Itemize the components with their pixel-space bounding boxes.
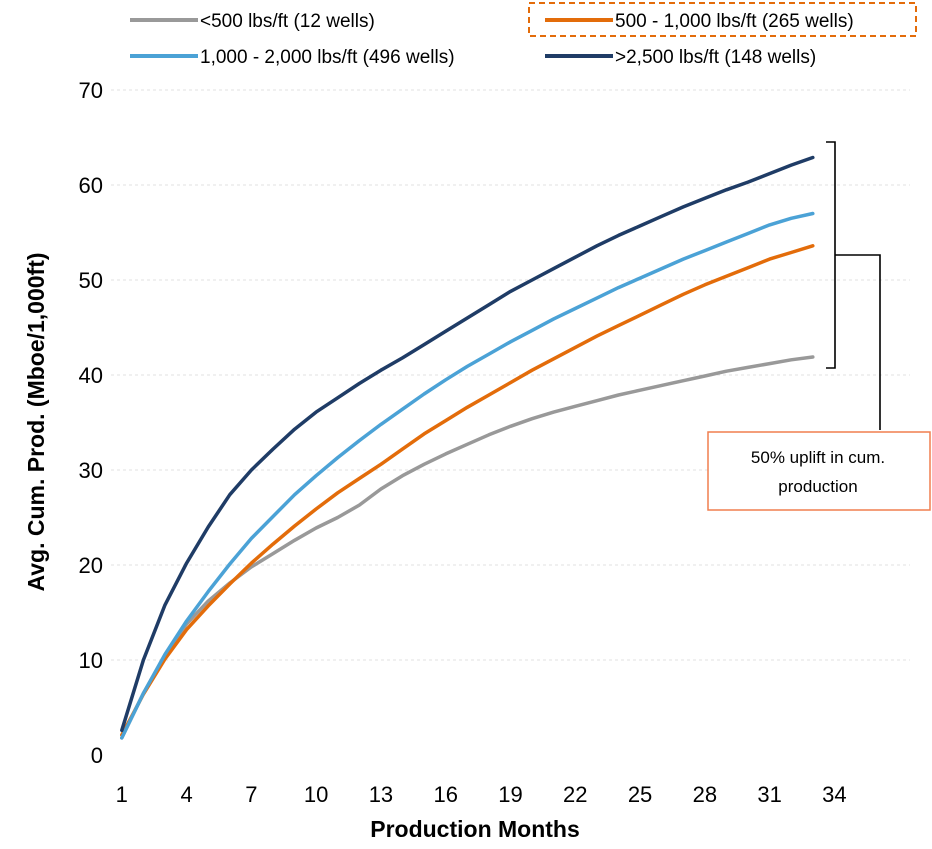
x-tick-label: 13 <box>369 782 393 807</box>
annotation-line-2: production <box>778 477 857 496</box>
uplift-bracket <box>826 141 881 430</box>
x-axis-title: Production Months <box>370 816 580 842</box>
y-axis-ticks: 0 10 20 30 40 50 60 70 <box>79 78 103 768</box>
legend-label: 1,000 - 2,000 lbs/ft (496 wells) <box>200 47 455 68</box>
y-tick-label: 30 <box>79 458 103 483</box>
legend-item-3: 1,000 - 2,000 lbs/ft (496 wells) <box>130 47 455 68</box>
x-tick-label: 19 <box>498 782 522 807</box>
series-line-1 <box>120 355 815 740</box>
series-lines <box>120 155 815 740</box>
x-axis-ticks: 1 4 7 10 13 16 19 22 25 28 31 34 <box>116 782 847 807</box>
legend-item-2: 500 - 1,000 lbs/ft (265 wells) <box>528 2 917 37</box>
legend-item-4: >2,500 lbs/ft (148 wells) <box>545 47 816 68</box>
y-tick-label: 40 <box>79 363 103 388</box>
x-tick-label: 16 <box>433 782 457 807</box>
x-tick-label: 34 <box>822 782 846 807</box>
x-tick-label: 1 <box>116 782 128 807</box>
legend-label: 500 - 1,000 lbs/ft (265 wells) <box>615 11 854 32</box>
y-tick-label: 50 <box>79 268 103 293</box>
series-line-2 <box>120 244 815 737</box>
legend-label: <500 lbs/ft (12 wells) <box>200 11 375 32</box>
y-tick-label: 20 <box>79 553 103 578</box>
x-tick-label: 22 <box>563 782 587 807</box>
x-tick-label: 10 <box>304 782 328 807</box>
y-tick-label: 70 <box>79 78 103 103</box>
x-tick-label: 31 <box>757 782 781 807</box>
series-line-3 <box>120 211 815 740</box>
gridlines <box>111 89 910 661</box>
y-axis-title: Avg. Cum. Prod. (Mboe/1,000ft) <box>23 252 49 591</box>
annotation-line-1: 50% uplift in cum. <box>751 448 885 467</box>
legend: <500 lbs/ft (12 wells) 500 - 1,000 lbs/ft… <box>130 2 917 68</box>
legend-item-1: <500 lbs/ft (12 wells) <box>130 11 375 32</box>
series-line-4 <box>120 155 815 733</box>
annotation-box <box>707 431 931 511</box>
x-tick-label: 4 <box>180 782 192 807</box>
x-tick-label: 25 <box>628 782 652 807</box>
legend-highlight-box <box>528 2 917 37</box>
y-tick-label: 60 <box>79 173 103 198</box>
y-tick-label: 0 <box>91 743 103 768</box>
y-tick-label: 10 <box>79 648 103 673</box>
legend-label: >2,500 lbs/ft (148 wells) <box>615 47 816 68</box>
x-tick-label: 7 <box>245 782 257 807</box>
uplift-annotation: 50% uplift in cum. production <box>707 431 931 511</box>
x-tick-label: 28 <box>693 782 717 807</box>
